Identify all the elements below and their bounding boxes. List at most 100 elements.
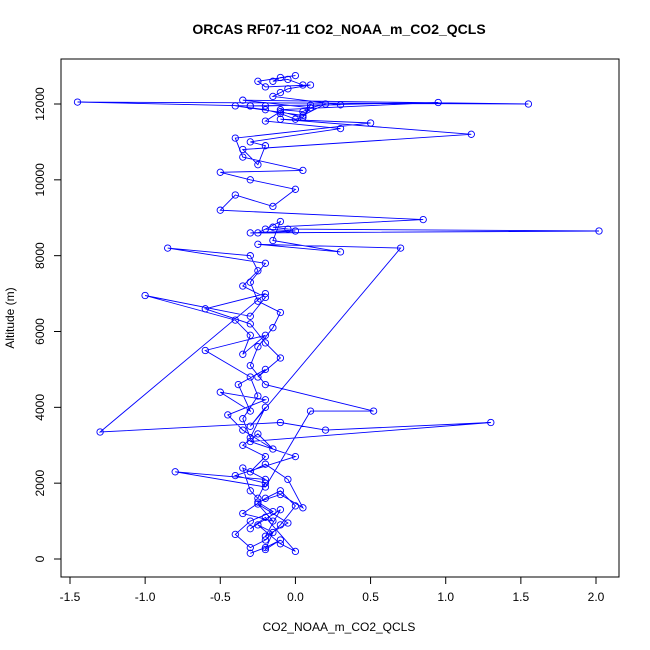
data-point [164,244,172,252]
data-point [487,418,495,427]
x-tick-label: 1.0 [437,590,454,604]
data-point [467,130,475,138]
data-point [254,297,262,305]
data-point [254,240,262,248]
data-point [269,236,277,245]
data-point [336,124,345,133]
data-point [269,77,277,85]
data-point [231,102,239,110]
data-point [276,73,285,82]
data-point [269,507,277,516]
data-point [201,305,209,313]
data-point [261,532,270,540]
data-point [246,487,254,495]
data-point [396,244,405,252]
data-point [261,396,270,404]
x-axis-label: CO2_NOAA_m_CO2_QCLS [263,620,416,634]
y-tick-label: 12000 [33,87,47,121]
data-point [239,282,247,290]
data-point [239,350,247,358]
data-point [246,252,254,260]
x-tick-label: -1.0 [135,590,156,604]
data-point [269,92,277,101]
data-point [231,471,239,480]
data-point [299,81,307,89]
data-point [261,483,270,491]
data-point [261,117,270,125]
data-point [276,115,285,123]
data-point [254,373,262,381]
x-tick-label: -0.5 [210,590,231,604]
data-point [254,430,262,438]
data-point [269,202,277,211]
data-point [291,115,300,123]
data-point [261,543,270,552]
plot-frame [60,58,620,578]
x-axis: -1.5 -1.0 -0.5 0.0 0.5 1.0 1.5 2.0 [60,576,605,604]
data-point [269,528,277,537]
data-point [595,227,603,235]
data-point [246,320,254,328]
y-tick-label: 0 [33,555,47,562]
data-point [261,494,270,502]
x-tick-label: 1.5 [513,590,530,604]
data-point [261,102,270,110]
data-point [321,426,330,434]
data-point [369,407,378,415]
data-point [299,504,307,512]
data-point [171,468,179,476]
data-point [276,540,285,548]
data-point [239,153,247,161]
data-point [299,113,307,121]
data-point [254,77,262,85]
data-point [276,487,285,495]
data-point [434,98,442,107]
data-point [261,142,270,150]
y-axis-label: Altitude (m) [3,287,17,348]
series-line [77,75,600,554]
data-point [246,102,254,110]
data-point [216,206,224,214]
data-point [246,549,254,557]
data-point [239,441,247,449]
data-point [276,217,285,226]
data-point [246,312,254,320]
y-axis: 0 2000 4000 6000 8000 10000 12000 [33,87,62,562]
data-point [261,452,270,461]
data-point [291,71,300,80]
data-point [261,259,270,267]
data-point [254,494,262,502]
data-point [261,293,270,302]
data-point [291,227,300,235]
data-point [291,547,300,556]
data-point [276,536,285,544]
data-point [239,145,247,154]
data-point [246,437,254,446]
data-point [224,411,232,419]
data-point [261,460,270,468]
data-point [276,109,285,118]
data-point [246,138,254,146]
data-point [239,96,247,104]
x-tick-label: 0.5 [362,590,379,604]
data-point [284,225,292,233]
data-point [246,543,254,552]
data-point [216,168,224,176]
data-point [254,343,262,351]
data-point [276,418,285,427]
data-point [246,422,254,430]
data-point [306,101,315,109]
data-point [276,506,285,514]
data-point [276,521,285,529]
data-point [239,426,247,434]
data-point [231,316,239,324]
data-point [261,83,270,91]
data-point [261,225,270,233]
data-point [291,502,300,510]
data-point [231,191,239,199]
data-point [261,479,270,487]
data-point [261,289,270,298]
data-point [299,107,307,116]
data-point [231,134,239,142]
